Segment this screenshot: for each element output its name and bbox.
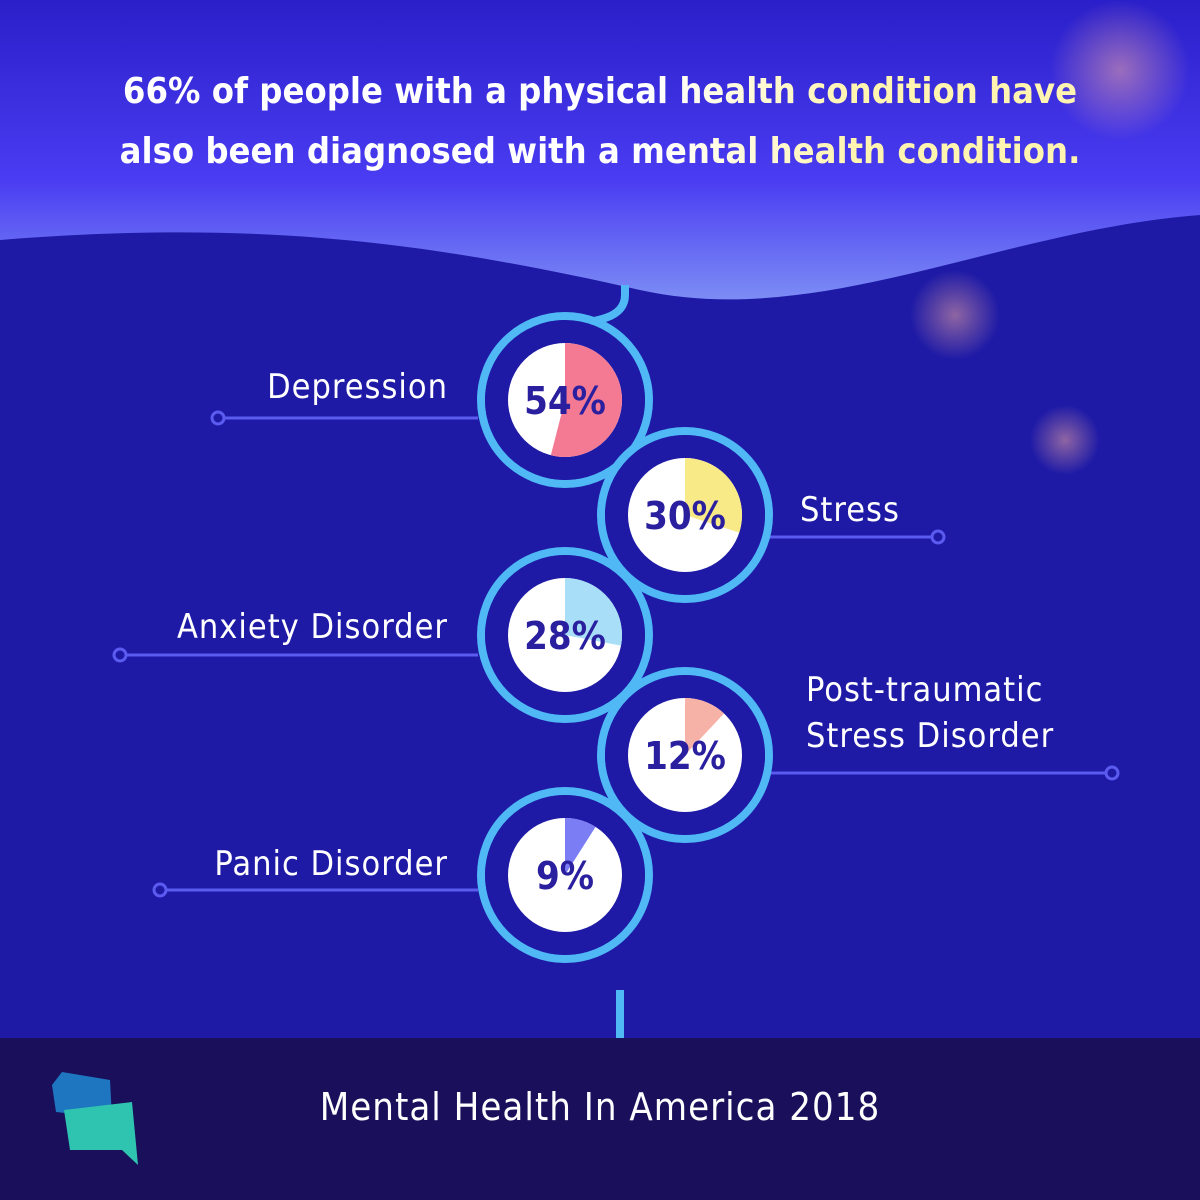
ring	[477, 787, 653, 963]
value-label: 28%	[524, 614, 606, 658]
category-label: Stress	[800, 490, 900, 530]
ring	[477, 312, 653, 488]
glow	[1050, 0, 1190, 140]
value-label: 54%	[524, 379, 606, 423]
pie-wedge	[565, 578, 622, 646]
pie-wedge	[550, 343, 622, 457]
category-label: Depression	[267, 367, 448, 407]
ring	[597, 427, 773, 603]
pie-wedge	[685, 458, 742, 533]
ring	[597, 667, 773, 843]
value-label: 9%	[536, 854, 594, 898]
ring	[477, 547, 653, 723]
pie-wedge	[565, 818, 596, 875]
title: 66% of people with a physical health con…	[90, 62, 1110, 182]
logo	[64, 1102, 138, 1165]
value-label: 30%	[644, 494, 726, 538]
glow	[1030, 405, 1100, 475]
category-label: Panic Disorder	[214, 844, 448, 884]
footer-band	[0, 1038, 1200, 1200]
source: Mental Health In America 2018	[319, 1085, 881, 1129]
value-label: 12%	[644, 734, 726, 778]
category-label: Anxiety Disorder	[176, 607, 448, 647]
glow	[910, 270, 1000, 360]
category-label: Post-traumatic Stress Disorder	[806, 670, 1055, 756]
header-wave	[0, 0, 1200, 300]
connectors	[112, 410, 1120, 898]
pie-wedge	[685, 698, 725, 755]
